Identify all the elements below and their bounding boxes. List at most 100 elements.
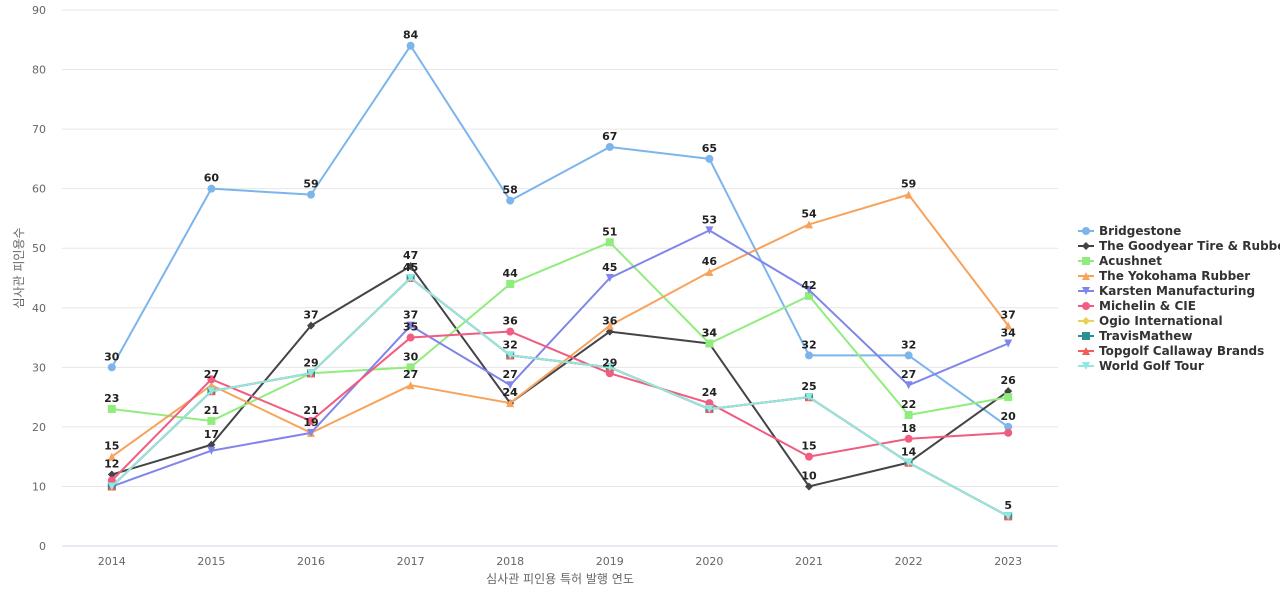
data-point[interactable] xyxy=(904,434,913,443)
data-point[interactable] xyxy=(406,262,415,271)
data-point[interactable] xyxy=(805,452,813,461)
data-point[interactable] xyxy=(107,470,116,479)
data-point[interactable] xyxy=(805,393,813,402)
legend-item[interactable]: World Golf Tour xyxy=(1078,359,1204,373)
data-point[interactable] xyxy=(605,363,614,372)
data-point[interactable] xyxy=(406,274,415,282)
data-label: 58 xyxy=(503,184,518,197)
legend-marker[interactable] xyxy=(1082,317,1090,325)
legend-label: Karsten Manufacturing xyxy=(1099,284,1255,298)
data-point[interactable] xyxy=(705,226,714,235)
y-tick-label: 60 xyxy=(32,183,46,196)
data-point[interactable] xyxy=(1004,512,1013,521)
legend-item[interactable]: TravisMathew xyxy=(1078,329,1193,343)
data-point[interactable] xyxy=(1004,393,1013,402)
series-bridgestone xyxy=(107,41,1013,431)
data-point[interactable] xyxy=(805,291,813,300)
data-point[interactable] xyxy=(307,190,315,199)
data-point[interactable] xyxy=(107,452,116,461)
legend-marker[interactable] xyxy=(1082,257,1090,265)
data-point[interactable] xyxy=(705,268,714,277)
data-point[interactable] xyxy=(207,416,216,425)
legend-item[interactable]: Ogio International xyxy=(1078,314,1223,328)
legend-marker[interactable] xyxy=(1082,242,1090,250)
legend-item[interactable]: The Goodyear Tire & Rubber xyxy=(1078,239,1280,253)
data-label: 32 xyxy=(503,338,518,351)
legend-item[interactable]: Karsten Manufacturing xyxy=(1078,284,1255,298)
legend-item[interactable]: Acushnet xyxy=(1078,254,1162,268)
data-point[interactable] xyxy=(107,405,116,414)
series-lines xyxy=(107,41,1013,521)
data-point[interactable] xyxy=(506,327,515,336)
data-point[interactable] xyxy=(506,399,515,408)
data-point[interactable] xyxy=(406,321,415,330)
data-point[interactable] xyxy=(605,238,614,247)
data-point[interactable] xyxy=(107,363,116,372)
legend-marker[interactable] xyxy=(1082,227,1090,235)
data-point[interactable] xyxy=(605,142,614,151)
data-point[interactable] xyxy=(207,387,216,396)
legend-label: World Golf Tour xyxy=(1099,359,1204,373)
data-point[interactable] xyxy=(805,482,813,491)
x-axis-title: 심사관 피인용 특허 발행 연도 xyxy=(486,571,634,586)
data-point[interactable] xyxy=(904,190,913,199)
x-tick-label: 2020 xyxy=(695,555,723,568)
data-point[interactable] xyxy=(506,351,515,360)
data-point[interactable] xyxy=(506,381,515,390)
data-point[interactable] xyxy=(705,405,714,414)
data-label: 19 xyxy=(303,416,318,429)
data-label: 32 xyxy=(801,338,816,351)
data-label: 30 xyxy=(403,350,419,363)
data-point[interactable] xyxy=(705,339,714,348)
data-point[interactable] xyxy=(506,279,515,288)
legend-item[interactable]: Bridgestone xyxy=(1078,224,1181,238)
data-point[interactable] xyxy=(406,333,415,342)
data-point[interactable] xyxy=(904,351,913,360)
y-tick-label: 50 xyxy=(32,242,46,255)
data-label: 67 xyxy=(602,130,617,143)
legend-marker[interactable] xyxy=(1082,287,1090,295)
data-point[interactable] xyxy=(805,220,813,229)
data-point[interactable] xyxy=(406,381,415,390)
data-label: 21 xyxy=(204,404,219,417)
data-point[interactable] xyxy=(307,321,315,330)
data-point[interactable] xyxy=(805,351,813,360)
data-point[interactable] xyxy=(605,274,614,282)
data-point[interactable] xyxy=(904,410,913,419)
legend-item[interactable]: Michelin & CIE xyxy=(1078,299,1196,313)
legend-marker[interactable] xyxy=(1082,302,1090,310)
data-point[interactable] xyxy=(1004,422,1013,431)
data-point[interactable] xyxy=(904,458,913,467)
legend-item[interactable]: Topgolf Callaway Brands xyxy=(1078,344,1264,358)
data-point[interactable] xyxy=(406,363,415,372)
data-point[interactable] xyxy=(107,482,116,491)
data-label: 65 xyxy=(702,142,717,155)
data-point[interactable] xyxy=(207,375,216,384)
y-tick-label: 0 xyxy=(39,540,46,553)
data-point[interactable] xyxy=(207,446,216,455)
data-point[interactable] xyxy=(805,285,813,294)
data-point[interactable] xyxy=(1004,339,1013,348)
data-point[interactable] xyxy=(904,381,913,390)
legend-marker[interactable] xyxy=(1082,332,1090,340)
data-label: 45 xyxy=(403,261,418,274)
data-point[interactable] xyxy=(207,184,216,193)
data-point[interactable] xyxy=(307,416,315,425)
data-point[interactable] xyxy=(605,321,614,330)
legend-marker[interactable] xyxy=(1082,362,1090,370)
data-label: 27 xyxy=(403,368,418,381)
data-label: 27 xyxy=(901,368,916,381)
data-label: 26 xyxy=(1001,374,1017,387)
data-label: 18 xyxy=(901,422,916,435)
legend-marker[interactable] xyxy=(1082,272,1090,280)
data-point[interactable] xyxy=(1004,321,1013,330)
legend-item[interactable]: The Yokohama Rubber xyxy=(1078,269,1250,283)
data-point[interactable] xyxy=(307,428,315,437)
data-point[interactable] xyxy=(307,369,315,378)
data-point[interactable] xyxy=(406,41,415,50)
legend-marker[interactable] xyxy=(1082,347,1090,355)
data-point[interactable] xyxy=(1004,428,1013,437)
data-point[interactable] xyxy=(506,196,515,205)
data-point[interactable] xyxy=(705,154,714,163)
